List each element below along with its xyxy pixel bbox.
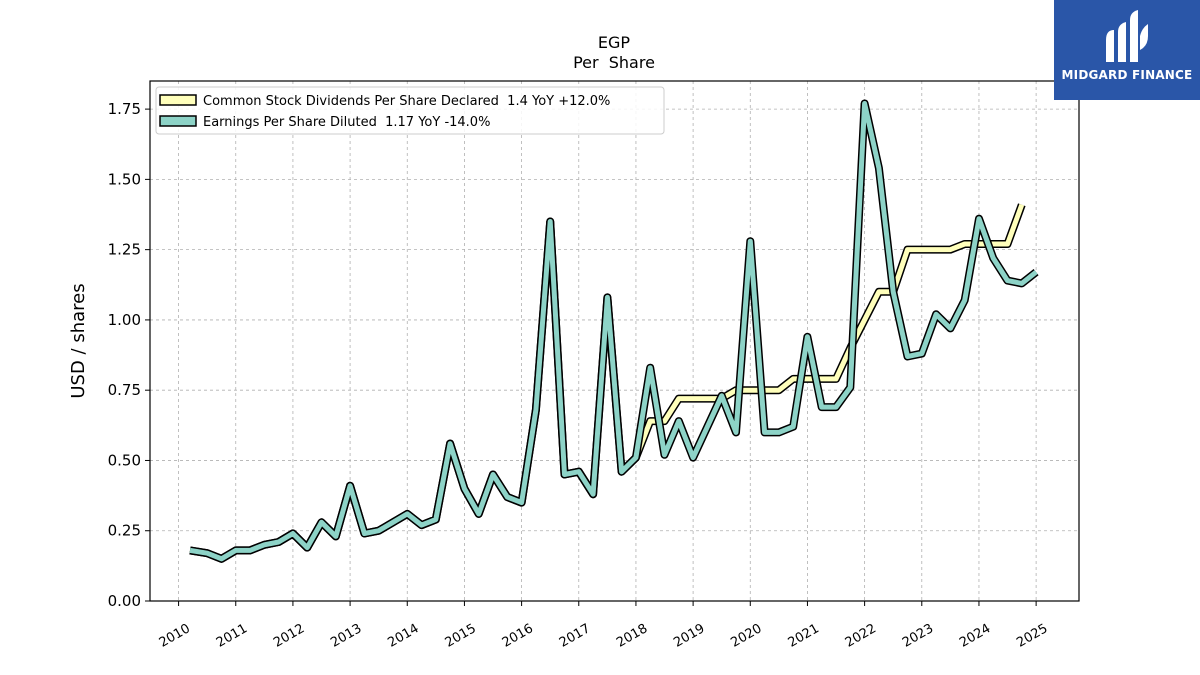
y-tick-label: 1.00	[108, 311, 141, 329]
y-tick-label: 0.25	[108, 522, 141, 540]
y-tick-label: 0.00	[108, 592, 141, 610]
x-tick-label: 2022	[843, 621, 879, 651]
x-tick-label: 2014	[385, 621, 421, 651]
x-tick-label: 2012	[271, 621, 307, 651]
x-tick-label: 2017	[557, 621, 593, 651]
x-tick-label: 2019	[671, 621, 707, 651]
x-tick-label: 2021	[786, 621, 822, 651]
y-axis-label: USD / shares	[68, 283, 89, 398]
series-outline-eps	[189, 99, 1039, 563]
x-tick-label: 2020	[728, 621, 764, 651]
x-tick-label: 2011	[214, 621, 250, 651]
chart-subtitle: Per Share	[573, 53, 655, 72]
logo-mark-icon	[1106, 10, 1148, 62]
y-tick-label: 0.50	[108, 451, 141, 469]
plot-area-frame	[149, 80, 1080, 602]
x-tick-label: 2015	[443, 621, 479, 651]
x-tick-label: 2010	[157, 621, 193, 651]
y-tick-label: 1.25	[108, 241, 141, 259]
legend-swatch-eps	[159, 115, 197, 127]
y-tick-label: 0.75	[108, 381, 141, 399]
logo: MIDGARD FINANCE	[1054, 0, 1200, 100]
y-axis: 0.00 0.25 0.50 0.75 1.00 1.25 1.50 1.75	[108, 100, 150, 610]
x-tick-label: 2024	[957, 621, 993, 651]
legend-label-eps: Earnings Per Share Diluted 1.17 YoY -14.…	[203, 115, 490, 130]
logo-text: MIDGARD FINANCE	[1061, 68, 1193, 82]
x-tick-label: 2016	[500, 621, 536, 651]
x-tick-label: 2025	[1014, 621, 1050, 651]
x-tick-label: 2023	[900, 621, 936, 651]
y-tick-label: 1.75	[108, 100, 141, 118]
chart-title: EGP	[598, 33, 631, 52]
y-tick-label: 1.50	[108, 170, 141, 188]
series-outline-dividends	[189, 203, 1026, 563]
series-line-eps	[189, 101, 1038, 562]
x-tick-label: 2018	[614, 621, 650, 651]
legend-label-dividends: Common Stock Dividends Per Share Declare…	[203, 94, 610, 109]
legend-swatch-dividends	[159, 94, 197, 106]
x-tick-label: 2013	[328, 621, 364, 651]
legend: Common Stock Dividends Per Share Declare…	[155, 86, 665, 135]
series-line-dividends	[189, 203, 1025, 562]
series-lines	[189, 99, 1039, 563]
x-axis: 2010 2011 2012 2013 2014 2015 2016 2017 2018 2019…	[157, 601, 1050, 651]
legend-frame	[155, 86, 665, 135]
